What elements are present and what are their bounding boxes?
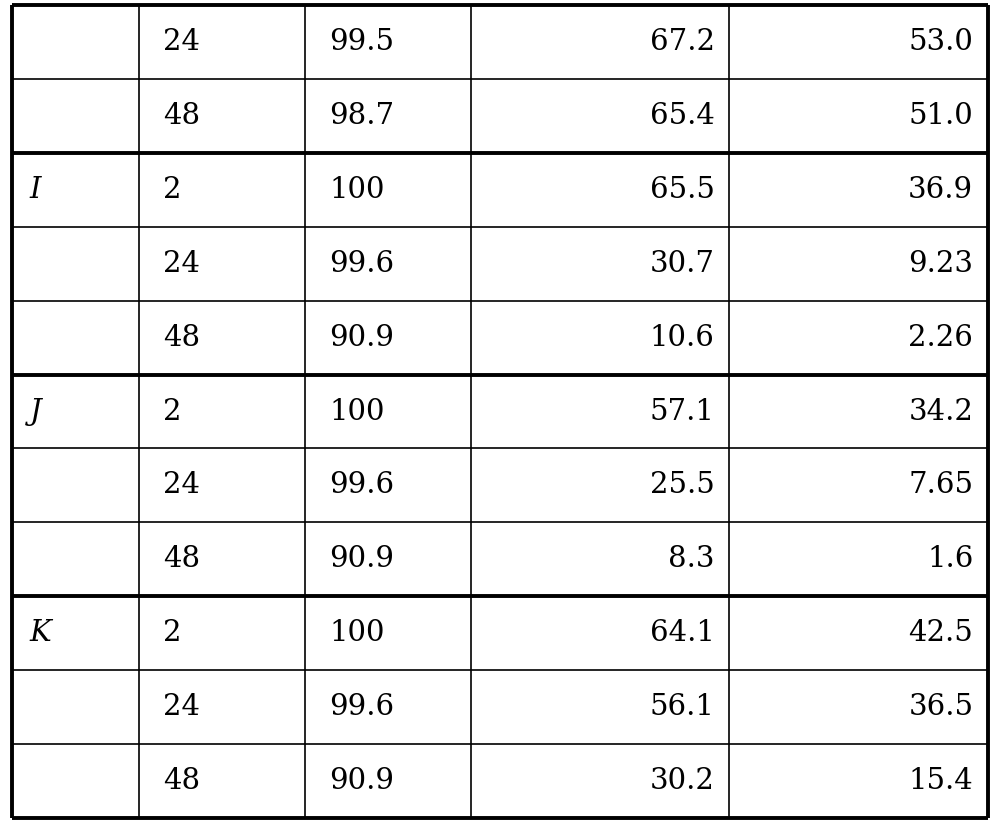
Text: 1.6: 1.6	[927, 546, 973, 574]
Text: 100: 100	[329, 619, 385, 647]
Bar	[12, 744, 988, 818]
Text: 2: 2	[163, 176, 182, 204]
Text: 48: 48	[163, 546, 200, 574]
Text: 51.0: 51.0	[909, 102, 973, 130]
Text: 48: 48	[163, 323, 200, 351]
Text: 30.2: 30.2	[650, 767, 715, 795]
Text: 24: 24	[163, 693, 200, 721]
Text: 90.9: 90.9	[329, 767, 394, 795]
Text: J: J	[30, 398, 41, 425]
Bar	[12, 226, 988, 300]
Text: 7.65: 7.65	[908, 472, 973, 500]
Text: 100: 100	[329, 176, 385, 204]
Text: 24: 24	[163, 28, 200, 56]
Text: 98.7: 98.7	[329, 102, 394, 130]
Text: 30.7: 30.7	[650, 249, 715, 277]
Text: 90.9: 90.9	[329, 323, 394, 351]
Text: 67.2: 67.2	[650, 28, 715, 56]
Text: 25.5: 25.5	[650, 472, 715, 500]
Text: 48: 48	[163, 102, 200, 130]
Text: 56.1: 56.1	[650, 693, 715, 721]
Text: 48: 48	[163, 767, 200, 795]
Text: 2: 2	[163, 619, 182, 647]
Text: 64.1: 64.1	[650, 619, 715, 647]
Text: 57.1: 57.1	[650, 398, 715, 425]
Text: 2.26: 2.26	[908, 323, 973, 351]
Text: 36.5: 36.5	[908, 693, 973, 721]
Text: 42.5: 42.5	[909, 619, 973, 647]
Text: 10.6: 10.6	[650, 323, 715, 351]
Text: 90.9: 90.9	[329, 546, 394, 574]
Text: 15.4: 15.4	[909, 767, 973, 795]
Text: 99.6: 99.6	[329, 249, 394, 277]
Text: 100: 100	[329, 398, 385, 425]
Bar	[12, 597, 988, 670]
Text: 99.6: 99.6	[329, 693, 394, 721]
Text: I: I	[30, 176, 41, 204]
Bar	[12, 670, 988, 744]
Bar	[12, 449, 988, 523]
Text: 53.0: 53.0	[908, 28, 973, 56]
Bar	[12, 153, 988, 226]
Bar	[12, 374, 988, 449]
Text: 36.9: 36.9	[908, 176, 973, 204]
Text: 34.2: 34.2	[908, 398, 973, 425]
Text: 99.5: 99.5	[329, 28, 394, 56]
Bar	[12, 5, 988, 79]
Text: 24: 24	[163, 249, 200, 277]
Bar	[12, 79, 988, 153]
Text: 2: 2	[163, 398, 182, 425]
Text: 8.3: 8.3	[668, 546, 715, 574]
Text: 99.6: 99.6	[329, 472, 394, 500]
Text: 24: 24	[163, 472, 200, 500]
Text: 65.4: 65.4	[650, 102, 715, 130]
Text: 9.23: 9.23	[908, 249, 973, 277]
Bar	[12, 300, 988, 374]
Text: K: K	[30, 619, 51, 647]
Bar	[12, 523, 988, 597]
Text: 65.5: 65.5	[650, 176, 715, 204]
